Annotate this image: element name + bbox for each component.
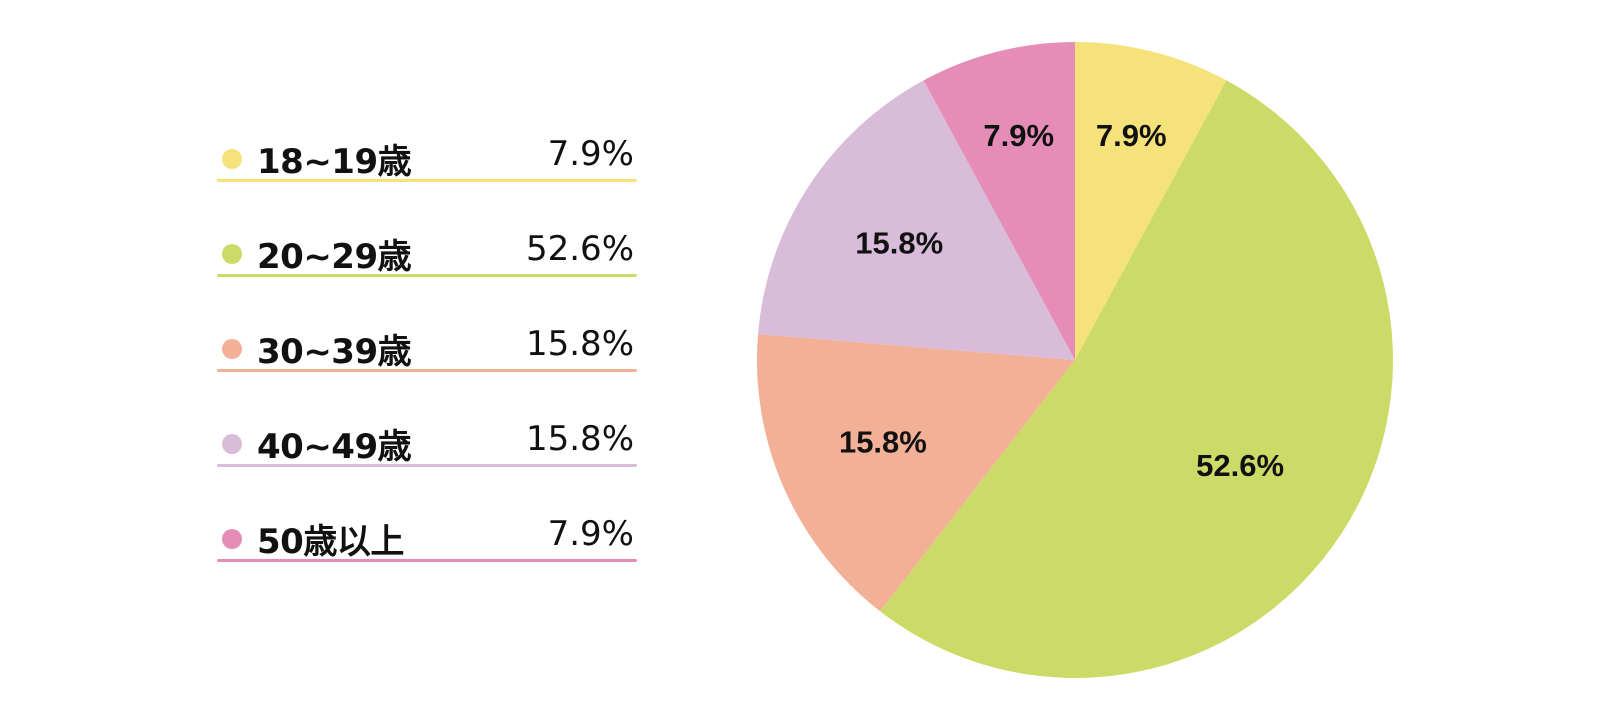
pie-slice (1075, 42, 1227, 360)
slice-data-label: 7.9% (1096, 118, 1167, 153)
slice-data-label: 7.9% (983, 118, 1054, 153)
legend-marker (222, 244, 242, 264)
pie-slice (757, 334, 1075, 612)
legend-label: 18~19歳 (257, 142, 412, 182)
legend-underline (217, 559, 637, 562)
legend-label: 30~39歳 (257, 332, 412, 372)
slice-data-label: 52.6% (1196, 448, 1284, 483)
legend-label: 50歳以上 (257, 522, 404, 562)
legend-item: 40~49歳 15.8% (217, 415, 647, 467)
legend-item: 20~29歳 52.6% (217, 225, 647, 277)
legend-value: 15.8% (525, 324, 634, 364)
legend-value: 15.8% (525, 419, 634, 459)
legend-underline (217, 179, 637, 182)
legend-value: 52.6% (525, 229, 634, 269)
pie-slice (758, 80, 1075, 360)
legend-label: 20~29歳 (257, 237, 412, 277)
legend-marker (222, 434, 242, 454)
legend-marker (222, 149, 242, 169)
legend-item: 50歳以上 7.9% (217, 510, 647, 562)
legend-underline (217, 369, 637, 372)
pie-slice (880, 80, 1393, 678)
legend-underline (217, 274, 637, 277)
slice-data-label: 15.8% (855, 226, 943, 261)
legend-marker (222, 529, 242, 549)
legend-value: 7.9% (547, 134, 634, 174)
legend-value: 7.9% (547, 514, 634, 554)
legend-underline (217, 464, 637, 467)
legend-item: 18~19歳 7.9% (217, 130, 647, 182)
slice-data-label: 15.8% (839, 425, 927, 460)
legend-item: 30~39歳 15.8% (217, 320, 647, 372)
legend-label: 40~49歳 (257, 427, 412, 467)
legend-marker (222, 339, 242, 359)
pie-slice (923, 42, 1075, 360)
